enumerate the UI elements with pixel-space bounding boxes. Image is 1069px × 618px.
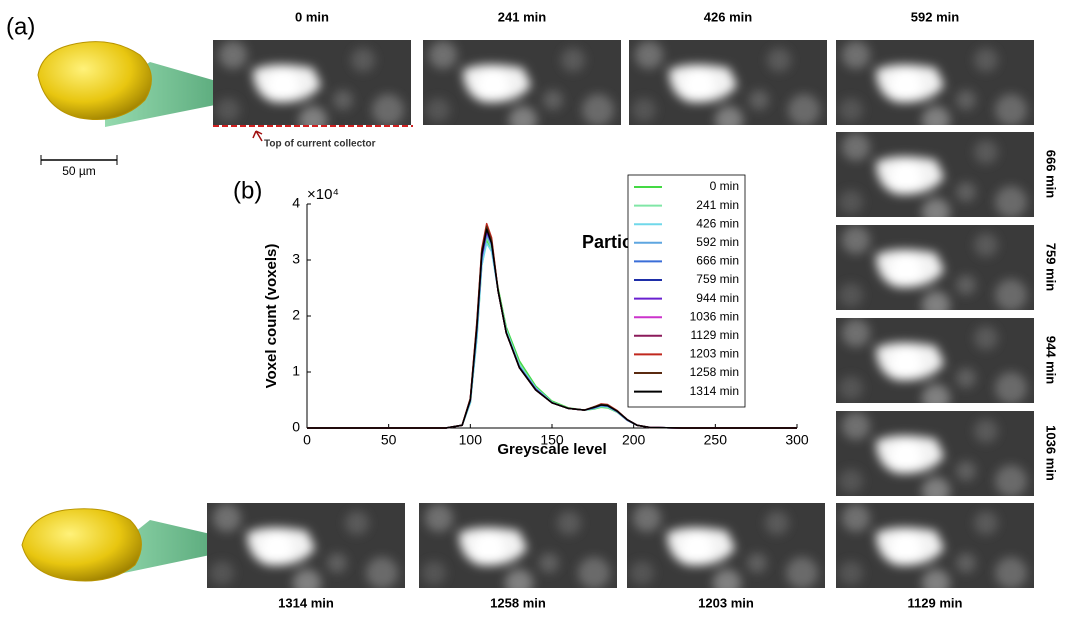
legend-label: 241 min	[696, 198, 739, 212]
slice-label: 426 min	[704, 9, 752, 24]
legend-label: 592 min	[696, 235, 739, 249]
series-line	[307, 228, 797, 429]
scale-bar-label: 50 µm	[62, 164, 96, 178]
legend-label: 1258 min	[690, 365, 739, 379]
ct-slice	[836, 503, 1034, 597]
legend-label: 666 min	[696, 254, 739, 268]
ct-slice	[836, 132, 1034, 226]
y-tick-label: 2	[292, 307, 300, 323]
ct-slice	[213, 40, 411, 134]
legend-box	[627, 174, 746, 408]
panel-label: (b)	[233, 177, 262, 204]
y-scale-label: ×10⁴	[307, 186, 339, 203]
legend-label: 944 min	[696, 291, 739, 305]
slice-label: 1258 min	[490, 595, 546, 610]
ct-slice	[627, 503, 825, 597]
chart: 0 50 100 150 200 250 300 0 1 2 3 4 ×10⁴ Greyscale lev…	[263, 174, 809, 458]
slice-label: 1314 min	[278, 595, 334, 610]
slice-label: 241 min	[498, 9, 546, 24]
slice-label: 1036 min	[1044, 425, 1059, 481]
legend-label: 1203 min	[690, 347, 739, 361]
x-tick-label: 300	[785, 432, 809, 448]
x-tick-label: 0	[303, 432, 311, 448]
particle-top	[37, 41, 265, 127]
ct-slice	[423, 40, 621, 134]
y-tick-label: 3	[292, 251, 300, 267]
slice-label: 0 min	[295, 9, 329, 24]
y-axis-label: Voxel count (voxels)	[263, 244, 280, 389]
slice-label: 592 min	[911, 9, 959, 24]
slice-label: 666 min	[1044, 150, 1059, 198]
slice-label: 944 min	[1044, 336, 1059, 384]
ct-slice	[207, 503, 405, 597]
ct-slice	[836, 411, 1034, 505]
legend-label: 1036 min	[690, 309, 739, 323]
ct-slice	[836, 318, 1034, 412]
x-tick-label: 250	[704, 432, 728, 448]
legend-label: 0 min	[710, 179, 739, 193]
panel-label: (a)	[6, 13, 35, 40]
ct-slice	[836, 40, 1034, 134]
x-axis-label: Greyscale level	[497, 441, 606, 458]
collector-label: Top of current collector	[264, 139, 376, 150]
x-tick-label: 50	[381, 432, 397, 448]
x-tick-label: 150	[540, 432, 564, 448]
arrow	[252, 130, 263, 142]
x-tick-label: 200	[622, 432, 646, 448]
legend-label: 1314 min	[690, 384, 739, 398]
legend-label: 1129 min	[691, 328, 739, 342]
legend-label: 426 min	[696, 216, 739, 230]
ct-slice	[836, 225, 1034, 319]
y-tick-label: 4	[292, 195, 300, 211]
slice-label: 759 min	[1044, 243, 1059, 291]
particle-bottom	[21, 508, 258, 582]
slice-label: 1203 min	[698, 595, 754, 610]
ct-slice	[629, 40, 827, 134]
slice-label: 1129 min	[908, 595, 963, 610]
x-tick-label: 100	[459, 432, 483, 448]
legend-label: 759 min	[696, 272, 739, 286]
y-tick-label: 0	[292, 419, 300, 435]
y-tick-label: 1	[292, 363, 300, 379]
ct-slice	[419, 503, 617, 597]
